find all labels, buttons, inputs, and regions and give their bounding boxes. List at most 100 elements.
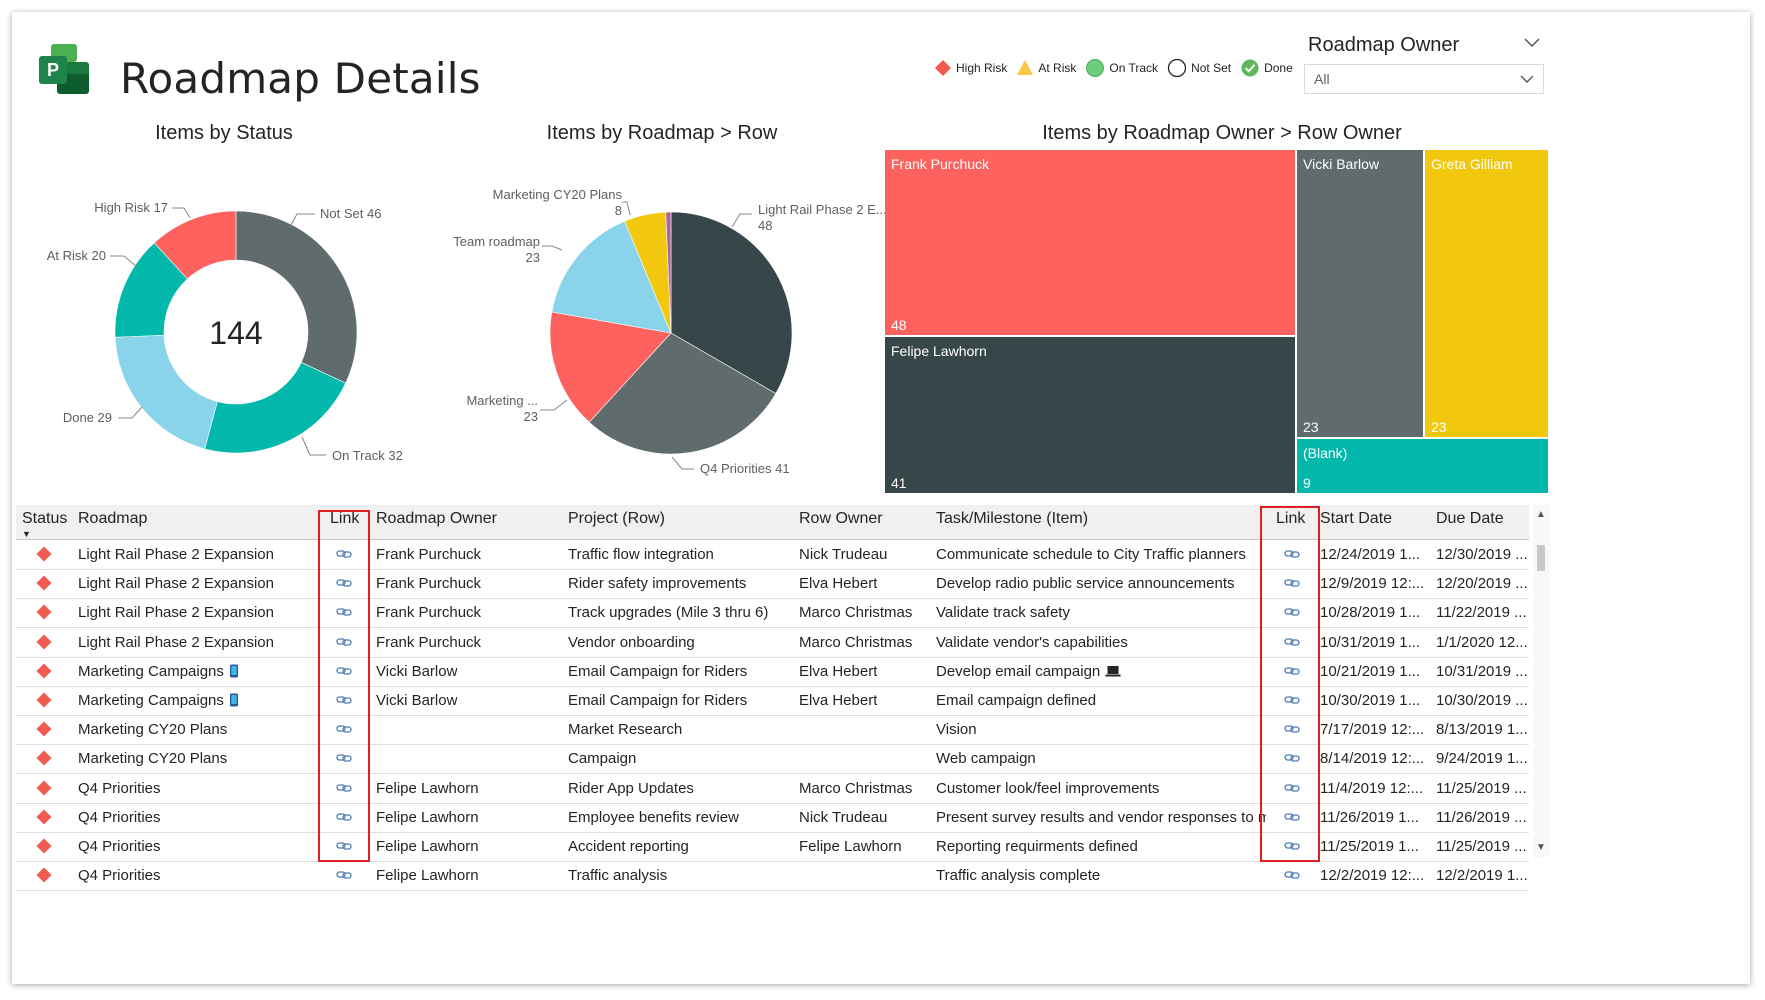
- project-cell: Email Campaign for Riders: [568, 692, 748, 709]
- roadmap-cell: Q4 Priorities: [78, 867, 161, 885]
- start-date-cell: 8/14/2019 12:...: [1320, 750, 1425, 768]
- scroll-down-icon[interactable]: ▼: [1536, 842, 1546, 853]
- diamond-icon: [36, 867, 52, 883]
- link-icon[interactable]: [1284, 751, 1300, 763]
- link-icon[interactable]: [1284, 693, 1300, 705]
- col-project[interactable]: Project (Row): [568, 510, 665, 527]
- sort-desc-icon[interactable]: ▼: [22, 529, 31, 539]
- table-row[interactable]: Marketing CY20 Plans Campaign Web campaign…: [16, 744, 1529, 775]
- link-icon[interactable]: [336, 576, 352, 588]
- link-icon[interactable]: [1284, 722, 1300, 734]
- leader-line: [542, 245, 563, 251]
- col-link[interactable]: Link: [330, 510, 360, 527]
- owner-treemap[interactable]: Frank Purchuck 48 Felipe Lawhorn 41 Vicki Ba…: [885, 150, 1548, 493]
- col-task[interactable]: Task/Milestone (Item): [936, 510, 1089, 527]
- link-icon[interactable]: [1284, 547, 1300, 559]
- table-row[interactable]: Light Rail Phase 2 Expansion Frank Purchu…: [16, 598, 1529, 629]
- pie-slice[interactable]: [114, 334, 218, 450]
- legend-label: On Track: [1109, 61, 1159, 75]
- table-row[interactable]: Q4 Priorities Felipe Lawhorn Accident repo…: [16, 832, 1529, 862]
- table-row[interactable]: Marketing CY20 Plans Market Research Visio…: [16, 715, 1529, 746]
- link-icon[interactable]: [1284, 810, 1300, 822]
- link-icon[interactable]: [1284, 781, 1300, 793]
- treemap-tile[interactable]: (Blank) 9: [1297, 439, 1548, 493]
- col-due-date[interactable]: Due Date: [1436, 510, 1504, 527]
- pie-slice[interactable]: [235, 210, 358, 384]
- diamond-icon: [36, 838, 52, 854]
- link-icon[interactable]: [336, 751, 352, 763]
- roadmap-cell: Q4 Priorities: [78, 808, 161, 826]
- due-date-cell: 9/24/2019 1...: [1436, 750, 1528, 768]
- project-cell: Accident reporting: [568, 838, 689, 855]
- link-icon[interactable]: [1284, 605, 1300, 617]
- link-icon[interactable]: [336, 635, 352, 647]
- link-icon[interactable]: [336, 664, 352, 676]
- table-row[interactable]: Q4 Priorities Felipe Lawhorn Traffic analy…: [16, 861, 1529, 892]
- treemap-tile[interactable]: Vicki Barlow 23: [1297, 150, 1423, 437]
- table-header: Status ▼ Roadmap Link Roadmap Owner Proj…: [16, 505, 1529, 540]
- treemap-tile[interactable]: Felipe Lawhorn 41: [885, 337, 1295, 493]
- treemap-tile[interactable]: Greta Gilliam 23: [1425, 150, 1548, 437]
- diamond-icon: [36, 809, 52, 825]
- roadmap-pie-chart[interactable]: Light Rail Phase 2 E...48 Q4 Priorities 4…: [432, 172, 902, 482]
- roadmap-owner-dropdown[interactable]: All: [1304, 64, 1544, 94]
- link-icon[interactable]: [1284, 576, 1300, 588]
- pie-slice[interactable]: [204, 362, 347, 454]
- link-icon[interactable]: [1284, 635, 1300, 647]
- link-icon[interactable]: [1284, 664, 1300, 676]
- link-icon[interactable]: [336, 868, 352, 880]
- page-title: Roadmap Details: [120, 54, 481, 103]
- diamond-icon: [36, 692, 52, 708]
- chevron-down-icon[interactable]: [1522, 34, 1542, 50]
- pie-slice[interactable]: [670, 211, 793, 394]
- col-item-link[interactable]: Link: [1276, 510, 1306, 527]
- row-owner-cell: Elva Hebert: [799, 692, 878, 709]
- col-status[interactable]: Status: [22, 510, 68, 527]
- link-icon[interactable]: [336, 693, 352, 705]
- link-icon[interactable]: [336, 781, 352, 793]
- row-owner-cell: Elva Hebert: [799, 575, 878, 593]
- link-icon[interactable]: [1284, 839, 1300, 851]
- roadmap-cell: Light Rail Phase 2 Expansion: [78, 604, 274, 622]
- col-row-owner[interactable]: Row Owner: [799, 510, 883, 527]
- table-scrollbar[interactable]: ▲ ▼: [1533, 505, 1550, 857]
- diamond-icon: [36, 546, 52, 562]
- table-row[interactable]: Marketing Campaigns Vicki Barlow Email Cam…: [16, 657, 1529, 687]
- col-roadmap-owner[interactable]: Roadmap Owner: [376, 510, 497, 527]
- row-owner-cell: Marco Christmas: [799, 633, 913, 651]
- start-date-cell: 10/28/2019 1...: [1320, 604, 1421, 622]
- leader-line: [622, 201, 631, 216]
- status-donut-chart[interactable]: Not Set 46 On Track 32 Done 29 At Risk 20 Hi…: [32, 172, 432, 482]
- data-label: High Risk 17: [94, 200, 168, 215]
- status-legend: High Risk At Risk On Track Not Set Done: [934, 56, 1302, 80]
- table-row[interactable]: Light Rail Phase 2 Expansion Frank Purchu…: [16, 569, 1529, 600]
- pie-slice[interactable]: [551, 220, 672, 334]
- tile-value: 9: [1303, 475, 1311, 491]
- table-row[interactable]: Light Rail Phase 2 Expansion Frank Purchu…: [16, 628, 1529, 658]
- link-icon[interactable]: [336, 547, 352, 559]
- col-start-date[interactable]: Start Date: [1320, 510, 1393, 527]
- treemap-tile[interactable]: Frank Purchuck 48: [885, 150, 1295, 335]
- link-icon[interactable]: [336, 810, 352, 822]
- roadmap-owner-cell: Vicki Barlow: [376, 662, 458, 680]
- pie-slice[interactable]: [153, 210, 237, 280]
- link-icon[interactable]: [336, 605, 352, 617]
- pie-slice[interactable]: [665, 211, 672, 334]
- task-cell: Validate vendor's capabilities: [936, 633, 1128, 651]
- pie-slice[interactable]: [588, 332, 777, 455]
- link-icon[interactable]: [1284, 868, 1300, 880]
- table-row[interactable]: Q4 Priorities Felipe Lawhorn Employee bene…: [16, 803, 1529, 833]
- row-owner-cell: Marco Christmas: [799, 604, 913, 622]
- project-cell: Employee benefits review: [568, 808, 739, 826]
- link-icon[interactable]: [336, 722, 352, 734]
- task-cell: Vision: [936, 721, 977, 739]
- scroll-up-icon[interactable]: ▲: [1536, 509, 1546, 520]
- table-row[interactable]: Light Rail Phase 2 Expansion Frank Purchu…: [16, 540, 1529, 570]
- scroll-thumb[interactable]: [1537, 545, 1545, 571]
- col-roadmap[interactable]: Roadmap: [78, 510, 148, 527]
- due-date-cell: 10/31/2019 ...: [1436, 662, 1528, 680]
- table-row[interactable]: Marketing Campaigns Vicki Barlow Email Cam…: [16, 686, 1529, 716]
- link-icon[interactable]: [336, 839, 352, 851]
- table-row[interactable]: Q4 Priorities Felipe Lawhorn Rider App Upd…: [16, 774, 1529, 804]
- pie-slice[interactable]: [549, 311, 672, 423]
